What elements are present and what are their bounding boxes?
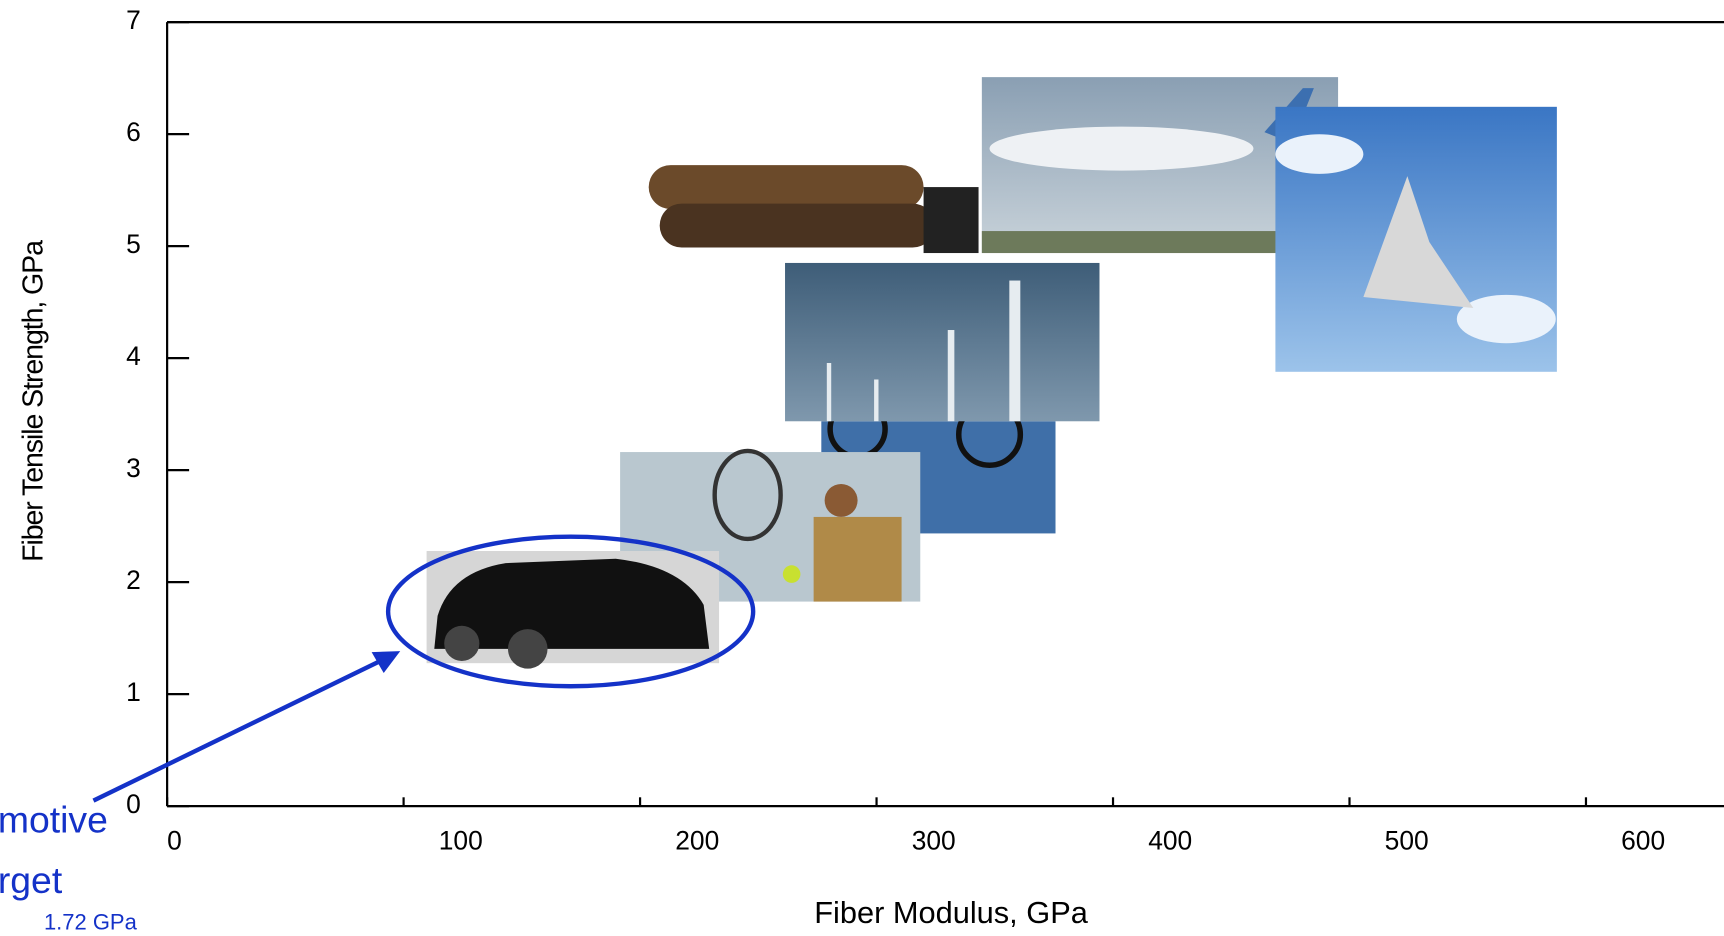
- x-tick-label: 600: [1621, 825, 1665, 855]
- car-image: [426, 551, 720, 669]
- x-tick-label: 0: [167, 825, 182, 855]
- y-tick-label: 2: [126, 565, 141, 595]
- y-axis-label: Fiber Tensile Strength, GPa: [18, 240, 50, 562]
- x-tick-label: 200: [675, 825, 719, 855]
- y-tick-label: 5: [126, 229, 141, 259]
- y-tick-label: 3: [126, 453, 141, 483]
- shuttle-image: [1275, 106, 1557, 372]
- wind-turbine-image: [785, 262, 1100, 422]
- x-tick-label: 300: [912, 825, 956, 855]
- y-tick-label: 0: [126, 789, 141, 819]
- x-axis-label: Fiber Modulus, GPa: [814, 895, 1088, 930]
- arrow-line: [92, 657, 384, 803]
- highlight-ellipse: [385, 534, 756, 689]
- y-tick-label: 6: [126, 117, 141, 147]
- arrow-head: [371, 651, 401, 674]
- annotation: motive: [0, 798, 108, 840]
- photos: [426, 77, 1557, 669]
- x-tick-label: 500: [1385, 825, 1429, 855]
- y-tick-label: 1: [126, 677, 141, 707]
- tank-image: [635, 151, 979, 262]
- y-tick-label: 4: [126, 341, 141, 371]
- x-tick-label: 100: [439, 825, 483, 855]
- tennis-image: [620, 448, 921, 602]
- annotation: 1.72 GPa: [44, 910, 138, 935]
- x-tick-label: 400: [1148, 825, 1192, 855]
- y-tick-label: 7: [126, 5, 141, 35]
- annotation: rget: [0, 859, 63, 901]
